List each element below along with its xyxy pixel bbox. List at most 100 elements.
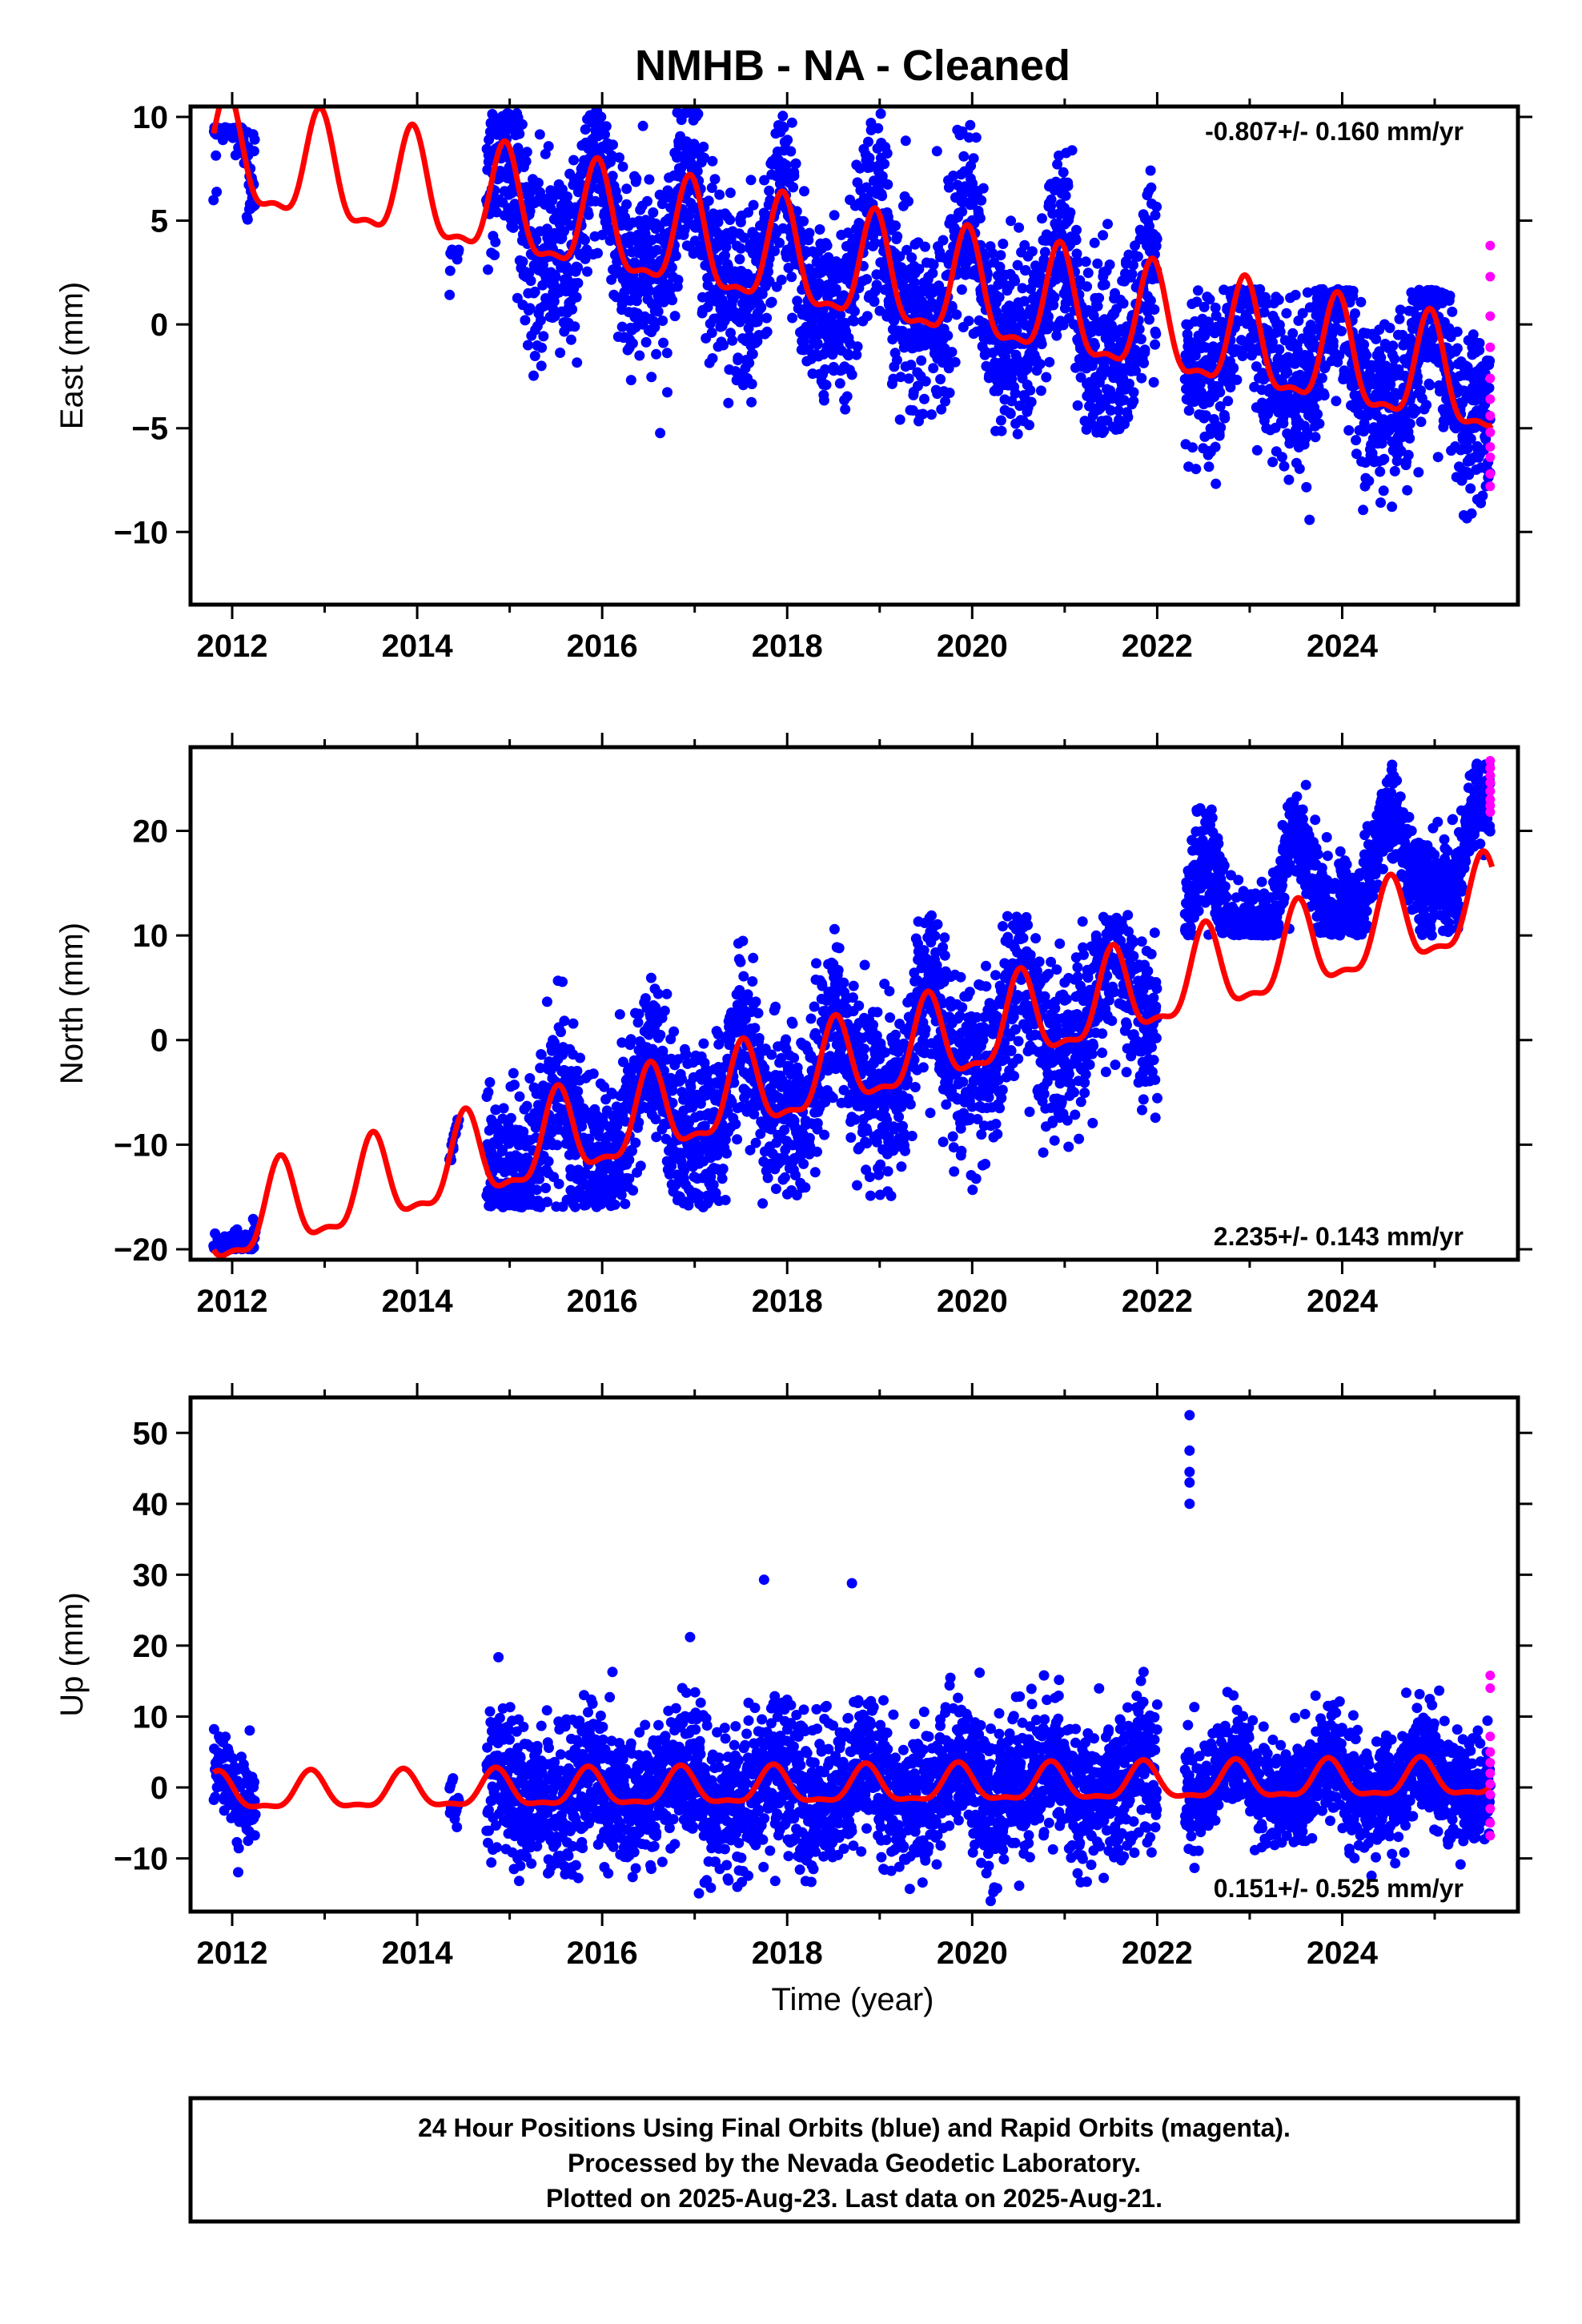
final-orbit-point <box>1026 246 1038 257</box>
final-orbit-point <box>1072 400 1083 411</box>
final-orbit-point <box>1314 418 1325 429</box>
final-orbit-point <box>644 285 655 296</box>
final-orbit-point <box>669 311 681 322</box>
final-orbit-point <box>580 253 591 264</box>
final-orbit-point <box>814 224 825 235</box>
final-orbit-point <box>635 1160 646 1172</box>
final-orbit-point <box>900 135 911 147</box>
final-orbit-point <box>646 372 657 383</box>
final-orbit-point <box>1058 167 1069 178</box>
final-orbit-point <box>1037 213 1047 224</box>
final-orbit-point <box>609 1199 620 1210</box>
rate-label: -0.807+/- 0.160 mm/yr <box>1205 117 1464 146</box>
final-orbit-point <box>540 148 551 159</box>
final-orbit-point <box>919 393 930 404</box>
final-orbit-point <box>568 1018 579 1029</box>
final-orbit-point <box>776 275 787 285</box>
final-orbit-point <box>849 306 860 317</box>
final-orbit-point <box>1151 233 1162 244</box>
final-orbit-point <box>621 199 632 210</box>
final-orbit-point <box>881 148 893 159</box>
final-orbit-point <box>995 415 1006 426</box>
final-orbit-point <box>529 286 540 297</box>
final-orbit-point <box>725 215 736 225</box>
final-orbit-point <box>1281 308 1292 319</box>
final-orbit-point <box>861 311 873 322</box>
final-orbit-point <box>600 129 610 140</box>
y-tick-label: −5 <box>131 412 168 447</box>
final-orbit-point <box>1283 474 1295 485</box>
final-orbit-point <box>998 239 1009 249</box>
final-orbit-point <box>659 1005 670 1016</box>
final-orbit-point <box>1316 372 1327 384</box>
final-orbit-point <box>1347 285 1359 296</box>
final-orbit-point <box>968 153 979 164</box>
final-orbit-point <box>1118 298 1129 309</box>
final-orbit-point <box>735 243 746 254</box>
final-orbit-point <box>517 256 528 267</box>
final-orbit-point <box>821 380 832 391</box>
final-orbit-point <box>543 141 554 152</box>
final-orbit-point <box>666 262 677 273</box>
final-orbit-point <box>211 187 223 198</box>
final-orbit-point <box>1150 339 1161 350</box>
rapid-orbit-point <box>1485 452 1496 462</box>
final-orbit-point <box>1102 219 1113 230</box>
final-orbit-point <box>608 139 618 151</box>
final-orbit-point <box>920 376 931 387</box>
final-orbit-point <box>1452 326 1463 337</box>
final-orbit-point <box>1039 247 1050 258</box>
final-orbit-point <box>738 232 749 243</box>
final-orbit-point <box>1046 194 1057 205</box>
final-orbit-point <box>617 161 628 172</box>
final-orbit-point <box>965 119 976 131</box>
final-orbit-point <box>976 195 987 206</box>
final-orbit-point <box>596 111 607 123</box>
final-orbit-point <box>790 158 801 169</box>
final-orbit-point <box>1463 443 1474 454</box>
final-orbit-point <box>1151 201 1162 212</box>
final-orbit-point <box>1319 390 1330 401</box>
final-orbit-point <box>774 237 785 248</box>
final-orbit-point <box>1375 466 1386 477</box>
final-orbit-point <box>541 1196 552 1208</box>
final-orbit-point <box>667 295 678 306</box>
y-tick-label: 5 <box>151 204 168 239</box>
final-orbit-point <box>211 150 222 161</box>
final-orbit-point <box>444 265 456 276</box>
final-orbit-point <box>1404 418 1415 429</box>
final-orbit-point <box>642 195 652 207</box>
final-orbit-point <box>553 1178 564 1189</box>
final-orbit-point <box>789 171 800 181</box>
final-orbit-point <box>592 247 603 259</box>
final-orbit-point <box>706 183 717 193</box>
rapid-orbit-point <box>1485 427 1496 437</box>
final-orbit-point <box>651 244 662 255</box>
final-orbit-point <box>529 351 540 361</box>
final-orbit-point <box>891 355 902 366</box>
final-orbit-point <box>658 337 669 348</box>
final-orbit-point <box>1331 396 1342 407</box>
final-orbit-point <box>649 322 661 333</box>
final-orbit-point <box>1092 258 1103 269</box>
final-orbit-point <box>611 292 622 303</box>
final-orbit-point <box>640 993 651 1004</box>
final-orbit-point <box>707 353 718 364</box>
final-orbit-point <box>1387 501 1398 513</box>
final-orbit-point <box>651 348 662 360</box>
final-orbit-point <box>1358 505 1369 516</box>
final-orbit-point <box>1444 290 1456 301</box>
final-orbit-point <box>1290 289 1301 300</box>
final-orbit-point <box>1343 424 1355 436</box>
final-orbit-point <box>583 209 594 220</box>
final-orbit-point <box>571 292 582 303</box>
final-orbit-point <box>662 387 673 398</box>
final-orbit-point <box>786 271 797 283</box>
final-orbit-point <box>916 355 927 366</box>
final-orbit-point <box>942 330 954 341</box>
rapid-orbit-point <box>1485 481 1496 492</box>
final-orbit-point <box>1098 230 1109 241</box>
final-orbit-point <box>849 316 860 327</box>
east-panel: 2012 2014 2016 2018 2020 2022 20241050−5−10Eas… <box>54 92 1532 664</box>
final-orbit-point <box>746 396 757 408</box>
